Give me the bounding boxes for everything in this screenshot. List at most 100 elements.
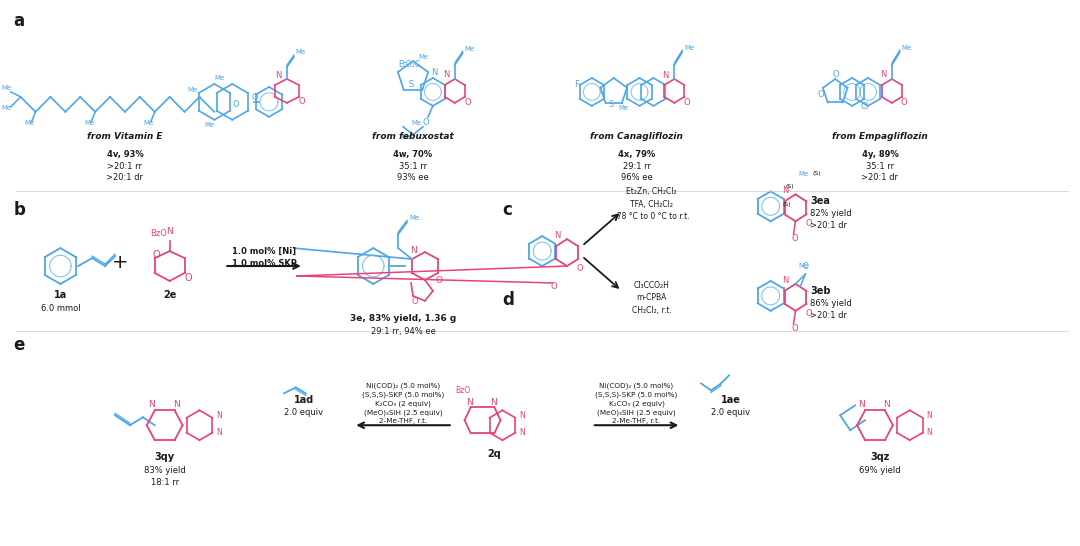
Text: (S): (S) [812,170,821,175]
Text: >20:1 dr: >20:1 dr [810,221,848,230]
Text: O: O [806,309,812,318]
Text: N: N [554,231,561,240]
Text: O: O [792,234,798,243]
Text: O: O [436,276,443,285]
Text: O: O [577,264,583,273]
Text: 18:1 rr: 18:1 rr [150,478,179,487]
Text: O: O [152,250,161,260]
Text: Ni(COD)₂ (5.0 mol%)
(S,S,S)-SKP (5.0 mol%)
K₂CO₃ (2 equiv)
(MeO)₃SiH (2.5 equiv): Ni(COD)₂ (5.0 mol%) (S,S,S)-SKP (5.0 mol… [595,382,677,424]
Text: Me: Me [464,46,475,52]
Text: from Empagliflozin: from Empagliflozin [832,132,928,141]
Text: F: F [573,80,579,89]
Text: Me: Me [418,54,429,60]
Text: Me: Me [25,120,35,126]
Text: Me: Me [798,263,809,269]
Text: O: O [818,90,824,99]
Text: a: a [14,13,25,31]
Text: O: O [550,282,557,291]
Text: O: O [684,98,690,107]
Text: Cl: Cl [860,102,868,111]
Text: O: O [901,98,907,107]
Text: 69% yield: 69% yield [859,466,901,475]
Text: 1ad: 1ad [294,395,314,405]
Text: BzO: BzO [150,229,166,238]
Text: 35:1 rr: 35:1 rr [399,162,427,170]
Text: N: N [519,428,525,437]
Text: d: d [502,291,514,309]
Text: 4v, 93%: 4v, 93% [107,150,144,158]
Text: O: O [299,97,306,106]
Text: b: b [14,201,26,219]
Text: 4w, 70%: 4w, 70% [393,150,433,158]
Text: Cl₃CCO₂H
m-CPBA
CH₂Cl₂, r.t.: Cl₃CCO₂H m-CPBA CH₂Cl₂, r.t. [632,281,672,315]
Text: 6.0 mmol: 6.0 mmol [41,304,80,313]
Text: 96% ee: 96% ee [621,174,652,182]
Text: N: N [216,428,222,437]
Text: 2e: 2e [163,290,176,300]
Text: e: e [14,336,25,354]
Text: Me: Me [619,105,629,111]
Text: from Canagliflozin: from Canagliflozin [590,132,683,141]
Text: Me: Me [1,85,12,91]
Text: 29:1 rr: 29:1 rr [622,162,650,170]
Text: 3qz: 3qz [870,452,890,462]
Text: N: N [519,411,525,420]
Text: N: N [443,70,449,79]
Text: EtO₂C: EtO₂C [399,60,420,69]
Text: 83% yield: 83% yield [144,466,186,475]
Text: 2.0 equiv: 2.0 equiv [712,408,751,417]
Text: 3ea: 3ea [810,197,831,206]
Text: Me: Me [214,75,225,81]
Text: S: S [609,100,615,109]
Text: Me: Me [187,87,198,93]
Text: N: N [173,400,179,410]
Text: Me: Me [409,215,419,221]
Text: 2q: 2q [487,449,501,459]
Text: N: N [783,276,789,285]
Text: 4y, 89%: 4y, 89% [862,150,899,158]
Text: 3e, 83% yield, 1.36 g: 3e, 83% yield, 1.36 g [350,314,456,323]
Text: Me: Me [798,171,809,177]
Text: S: S [408,80,414,89]
Text: N: N [783,186,789,195]
Text: BzO: BzO [456,387,471,395]
Text: N: N [275,71,281,80]
Text: Me: Me [296,49,306,55]
Text: 1ae: 1ae [721,395,741,405]
Text: 93% ee: 93% ee [397,174,429,182]
Text: O: O [185,273,192,283]
Text: Me: Me [401,134,411,140]
Text: O: O [833,70,839,79]
Text: N: N [465,399,472,407]
Text: N: N [880,70,887,79]
Text: N: N [662,71,669,80]
Text: 4x, 79%: 4x, 79% [618,150,656,158]
Text: 1a: 1a [54,290,67,300]
Text: N: N [216,411,222,420]
Text: Ni(COD)₂ (5.0 mol%)
(S,S,S)-SKP (5.0 mol%)
K₂CO₃ (2 equiv)
(MeO)₃SiH (2.5 equiv): Ni(COD)₂ (5.0 mol%) (S,S,S)-SKP (5.0 mol… [362,382,444,424]
Text: Me: Me [84,120,94,126]
Text: >20:1 dr: >20:1 dr [810,311,848,320]
Text: Me: Me [144,120,154,126]
Text: N: N [431,68,437,77]
Text: N: N [166,227,173,236]
Text: c: c [502,201,512,219]
Text: Me: Me [1,105,12,111]
Text: from Vitamin E: from Vitamin E [87,132,163,141]
Text: O: O [464,98,471,107]
Text: Me: Me [411,120,421,126]
Text: (S): (S) [783,203,792,207]
Text: O: O [802,262,808,271]
Text: O: O [233,100,240,109]
Text: O: O [252,93,258,102]
Text: from febuxostat: from febuxostat [373,132,454,141]
Text: O: O [411,297,418,306]
Text: 3qy: 3qy [154,452,175,462]
Text: N: N [927,428,932,437]
Text: >20:1 dr: >20:1 dr [107,174,144,182]
Text: 82% yield: 82% yield [810,209,852,218]
Text: N: N [927,411,932,420]
Text: >20:1 dr: >20:1 dr [862,174,899,182]
Text: Me: Me [902,45,912,51]
Text: 35:1 rr: 35:1 rr [866,162,894,170]
